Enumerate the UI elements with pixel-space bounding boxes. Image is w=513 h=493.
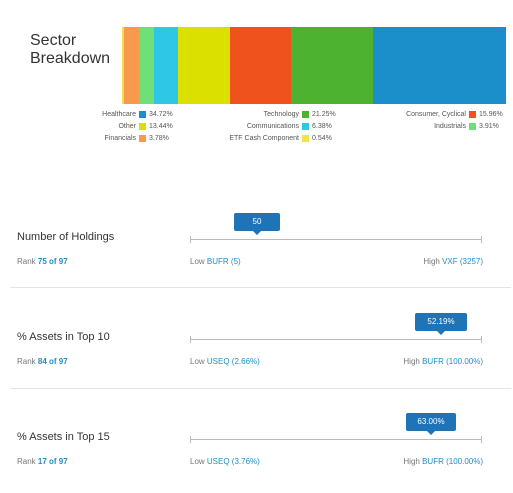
low-fund-link[interactable]: BUFR (5) <box>206 257 241 266</box>
low-fund-link[interactable]: USEQ (3.76%) <box>206 457 260 466</box>
legend-label: Other <box>118 122 136 130</box>
bar-segment-financials[interactable] <box>124 27 139 104</box>
metric-high-label: High BUFR (100.00%) <box>403 457 483 466</box>
scale-low-cap <box>190 236 191 243</box>
metric-high-label: High VXF (3257) <box>423 257 483 266</box>
legend-swatch <box>139 122 146 130</box>
legend-value: 13.44% <box>149 122 173 130</box>
legend-value: 34.72% <box>149 110 173 118</box>
legend-label: Technology <box>263 110 299 118</box>
legend-item-industrials: Industrials 3.91% <box>372 120 499 132</box>
legend-label: Financials <box>104 134 136 142</box>
legend-item-etf-cash-component: ETF Cash Component 0.54% <box>205 132 332 144</box>
scale-low-cap <box>190 436 191 443</box>
legend-swatch <box>469 122 476 130</box>
metric-low-label: Low BUFR (5) <box>190 257 241 266</box>
legend-swatch <box>469 110 476 118</box>
high-prefix: High <box>423 257 443 266</box>
bar-segment-industrials[interactable] <box>138 27 154 104</box>
metric-scale-line <box>190 339 482 340</box>
metric-rank: Rank 84 of 97 <box>17 357 68 366</box>
legend-item-other: Other 13.44% <box>60 120 173 132</box>
legend-value: 15.96% <box>479 110 503 118</box>
metric-value-tooltip: 63.00% <box>406 413 456 435</box>
rank-prefix: Rank <box>17 357 38 366</box>
metric-assets-top-10: 52.19% % Assets in Top 10 Rank 84 of 97 … <box>0 310 513 385</box>
section-divider <box>10 388 511 389</box>
metric-rank: Rank 17 of 97 <box>17 457 68 466</box>
legend-item-consumer-cyclical: Consumer, Cyclical 15.96% <box>372 108 503 120</box>
high-prefix: High <box>403 357 423 366</box>
low-prefix: Low <box>190 357 207 366</box>
sector-title-line1: Sector <box>30 32 77 49</box>
high-fund-link[interactable]: BUFR (100.00%) <box>422 457 483 466</box>
rank-prefix: Rank <box>17 257 38 266</box>
legend-label: Consumer, Cyclical <box>406 110 466 118</box>
metric-scale-line <box>190 439 482 440</box>
scale-high-cap <box>481 436 482 443</box>
bar-segment-healthcare[interactable] <box>372 27 506 104</box>
bar-segment-consumer-cyclical[interactable] <box>229 27 291 104</box>
sector-breakdown-title: Sector Breakdown <box>30 32 110 68</box>
bar-segment-communications[interactable] <box>153 27 179 104</box>
legend-item-technology: Technology 21.25% <box>205 108 336 120</box>
bar-segment-etf-cash-component[interactable] <box>122 27 125 104</box>
metric-name: % Assets in Top 15 <box>17 431 110 443</box>
rank-value: 17 of 97 <box>37 457 68 466</box>
metric-low-label: Low USEQ (3.76%) <box>190 457 260 466</box>
legend-item-financials: Financials 3.78% <box>60 132 169 144</box>
metric-number-of-holdings: 50 Number of Holdings Rank 75 of 97 Low … <box>0 210 513 285</box>
legend-label: ETF Cash Component <box>229 134 299 142</box>
low-fund-link[interactable]: USEQ (2.66%) <box>206 357 260 366</box>
rank-prefix: Rank <box>17 457 38 466</box>
rank-value: 75 of 97 <box>37 257 68 266</box>
scale-low-cap <box>190 336 191 343</box>
metric-assets-top-15: 63.00% % Assets in Top 15 Rank 17 of 97 … <box>0 410 513 485</box>
legend-swatch <box>139 110 146 118</box>
rank-value: 84 of 97 <box>37 357 68 366</box>
legend-value: 6.38% <box>312 122 332 130</box>
legend-value: 3.91% <box>479 122 499 130</box>
legend-label: Industrials <box>434 122 466 130</box>
legend-swatch <box>302 110 309 118</box>
legend-item-communications: Communications 6.38% <box>205 120 332 132</box>
sector-title-line2: Breakdown <box>30 50 111 67</box>
metric-name: % Assets in Top 10 <box>17 331 110 343</box>
high-prefix: High <box>403 457 423 466</box>
metric-value-tooltip: 50 <box>234 213 280 235</box>
low-prefix: Low <box>190 257 207 266</box>
sector-legend: Healthcare 34.72% Other 13.44% Financial… <box>0 108 513 148</box>
high-fund-link[interactable]: VXF (3257) <box>442 257 483 266</box>
metric-rank: Rank 75 of 97 <box>17 257 68 266</box>
metric-low-label: Low USEQ (2.66%) <box>190 357 260 366</box>
legend-value: 21.25% <box>312 110 336 118</box>
metric-scale-line <box>190 239 482 240</box>
legend-value: 3.78% <box>149 134 169 142</box>
metric-high-label: High BUFR (100.00%) <box>403 357 483 366</box>
section-divider <box>10 287 511 288</box>
legend-swatch <box>139 134 146 142</box>
bar-segment-technology[interactable] <box>291 27 373 104</box>
sector-stacked-bar <box>122 27 506 104</box>
high-fund-link[interactable]: BUFR (100.00%) <box>422 357 483 366</box>
metric-name: Number of Holdings <box>17 231 115 243</box>
scale-high-cap <box>481 336 482 343</box>
legend-label: Healthcare <box>102 110 136 118</box>
legend-label: Communications <box>246 122 299 130</box>
low-prefix: Low <box>190 457 207 466</box>
legend-swatch <box>302 134 309 142</box>
legend-value: 0.54% <box>312 134 332 142</box>
bar-segment-other[interactable] <box>178 27 230 104</box>
legend-item-healthcare: Healthcare 34.72% <box>60 108 173 120</box>
legend-swatch <box>302 122 309 130</box>
scale-high-cap <box>481 236 482 243</box>
metric-value-tooltip: 52.19% <box>415 313 467 335</box>
